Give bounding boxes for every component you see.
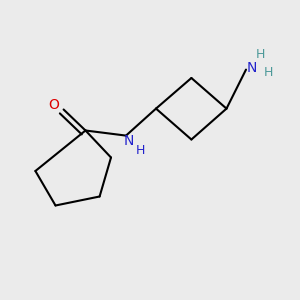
Text: O: O <box>48 98 59 112</box>
Text: H: H <box>264 65 273 79</box>
Text: N: N <box>246 61 256 74</box>
Text: H: H <box>256 47 265 61</box>
Text: N: N <box>124 134 134 148</box>
Text: H: H <box>135 143 145 157</box>
